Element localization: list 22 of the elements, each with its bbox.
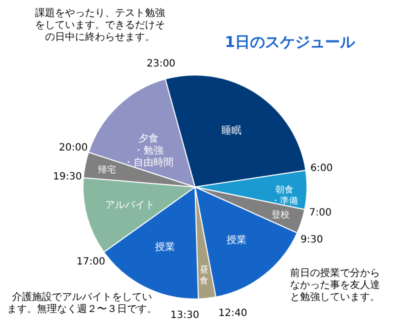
text: 7:00 <box>309 208 332 219</box>
text: 13:30 <box>170 310 200 321</box>
text: 介護施設でアルバイトをしています。無理なく週２〜３日です。 <box>7 291 157 315</box>
text: 23:00 <box>146 58 176 70</box>
slice-label: 登校 <box>271 210 290 221</box>
text: 20:00 <box>58 142 88 154</box>
slice-label: 帰宅 <box>98 164 116 176</box>
slice-label: 朝食・準備 <box>271 184 298 206</box>
slice-label: 授業 <box>155 241 176 254</box>
text: 6:00 <box>310 162 333 174</box>
text: 19:30 <box>53 171 82 182</box>
text: 17:00 <box>76 256 106 268</box>
slice-label: 夕食・勉強・自由時間 <box>124 132 174 168</box>
text: 課題をやったり、テスト勉強をしています。できるだけその日中に終わらせます。 <box>35 7 165 43</box>
slice-label: アルバイト <box>105 200 156 211</box>
text: 前日の授業で分からなかった事を友人達と勉強しています。 <box>290 267 380 303</box>
text: 12:40 <box>218 308 248 319</box>
slice-label: 授業 <box>226 234 247 246</box>
text: 9:30 <box>300 234 323 246</box>
chart-title: 1日のスケジュール <box>224 33 356 51</box>
slice-label: 睡眠 <box>222 124 242 137</box>
slice-label: 昼食 <box>199 264 208 286</box>
